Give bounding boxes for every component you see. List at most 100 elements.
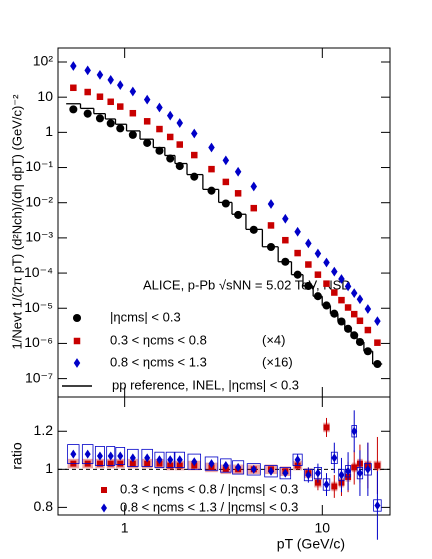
- marker: [144, 460, 151, 467]
- marker: [331, 453, 338, 463]
- sys-box: [81, 444, 94, 465]
- marker: [356, 468, 363, 478]
- marker: [143, 94, 151, 105]
- marker: [314, 468, 321, 478]
- marker: [167, 455, 174, 465]
- legend-label: |ηcms| < 0.3: [110, 309, 181, 324]
- marker: [129, 460, 136, 467]
- marker: [350, 288, 358, 298]
- marker: [314, 248, 322, 259]
- y-tick-label: 10⁻⁷: [25, 369, 53, 385]
- marker: [331, 266, 338, 277]
- y-tick-label: 0.8: [34, 498, 54, 514]
- marker: [176, 455, 183, 465]
- marker: [351, 426, 358, 436]
- marker: [356, 294, 364, 305]
- sys-box: [154, 451, 165, 468]
- marker: [338, 296, 345, 304]
- marker: [267, 199, 275, 209]
- marker: [374, 500, 381, 510]
- marker: [294, 226, 301, 237]
- marker: [331, 289, 338, 296]
- marker: [208, 459, 215, 469]
- marker: [305, 470, 312, 480]
- marker: [156, 455, 163, 465]
- marker: [338, 274, 345, 284]
- marker: [129, 453, 136, 463]
- marker: [96, 70, 104, 80]
- sys-box: [174, 451, 185, 468]
- marker: [267, 466, 274, 476]
- marker: [222, 178, 230, 186]
- y-tick-label: 10⁻²: [25, 193, 53, 209]
- marker: [323, 280, 330, 287]
- ratio-axis-label: ratio: [9, 442, 25, 469]
- sys-box: [204, 456, 219, 471]
- marker: [323, 480, 330, 490]
- marker: [95, 114, 104, 123]
- marker: [166, 133, 174, 141]
- marker: [208, 142, 215, 153]
- x-tick-label: 10: [315, 520, 331, 536]
- marker: [282, 213, 289, 224]
- marker: [222, 461, 229, 471]
- legend-label: 0.3 < ηcms < 0.8: [110, 332, 207, 347]
- sys-box: [232, 460, 245, 475]
- marker: [305, 261, 312, 268]
- sys-box: [220, 458, 232, 473]
- marker: [166, 110, 174, 121]
- marker: [190, 172, 199, 181]
- y-tick-label: 10: [37, 88, 53, 104]
- marker: [323, 424, 330, 431]
- marker: [305, 238, 312, 249]
- marker: [345, 466, 352, 476]
- marker: [176, 118, 184, 128]
- marker: [364, 464, 371, 474]
- legend-label: 0.3 < ηcms < 0.8 / |ηcms| < 0.3: [120, 481, 298, 496]
- y-tick-label: 10²: [33, 53, 54, 69]
- marker: [143, 138, 152, 147]
- marker: [331, 483, 338, 490]
- marker: [222, 155, 230, 166]
- y-tick-label: 1.2: [34, 422, 54, 438]
- sys-box: [127, 448, 139, 467]
- marker: [235, 462, 242, 472]
- marker: [83, 109, 92, 118]
- y-tick-label: 10⁻³: [25, 229, 53, 245]
- marker: [191, 128, 198, 139]
- marker: [84, 65, 91, 76]
- marker: [156, 125, 163, 133]
- annotation: ALICE, p-Pb √sNN = 5.02 TeV, NSD: [143, 277, 351, 292]
- marker: [70, 449, 77, 459]
- y-tick-label: 1: [45, 123, 53, 139]
- marker: [156, 102, 163, 113]
- marker: [250, 181, 258, 192]
- marker: [221, 199, 230, 208]
- sys-box: [141, 448, 153, 467]
- marker: [294, 455, 301, 465]
- marker: [96, 93, 104, 100]
- marker: [176, 141, 184, 148]
- sys-box: [279, 467, 292, 480]
- legend-scale: (×4): [262, 332, 285, 347]
- marker: [250, 464, 257, 474]
- marker: [250, 204, 258, 212]
- marker: [356, 317, 364, 325]
- marker: [128, 130, 137, 139]
- marker: [166, 154, 175, 163]
- marker: [70, 84, 77, 92]
- y-tick-label: 10⁻¹: [25, 158, 53, 174]
- marker: [117, 80, 124, 91]
- legend-scale: (×16): [262, 354, 293, 369]
- sys-box: [187, 453, 202, 470]
- marker: [282, 468, 289, 478]
- marker: [116, 124, 125, 133]
- y-tick-label: 1: [45, 460, 53, 476]
- sys-box: [94, 446, 105, 466]
- marker: [84, 88, 91, 96]
- marker: [70, 61, 77, 71]
- marker: [106, 119, 115, 128]
- marker: [364, 326, 372, 334]
- marker: [107, 75, 114, 85]
- marker: [117, 103, 124, 110]
